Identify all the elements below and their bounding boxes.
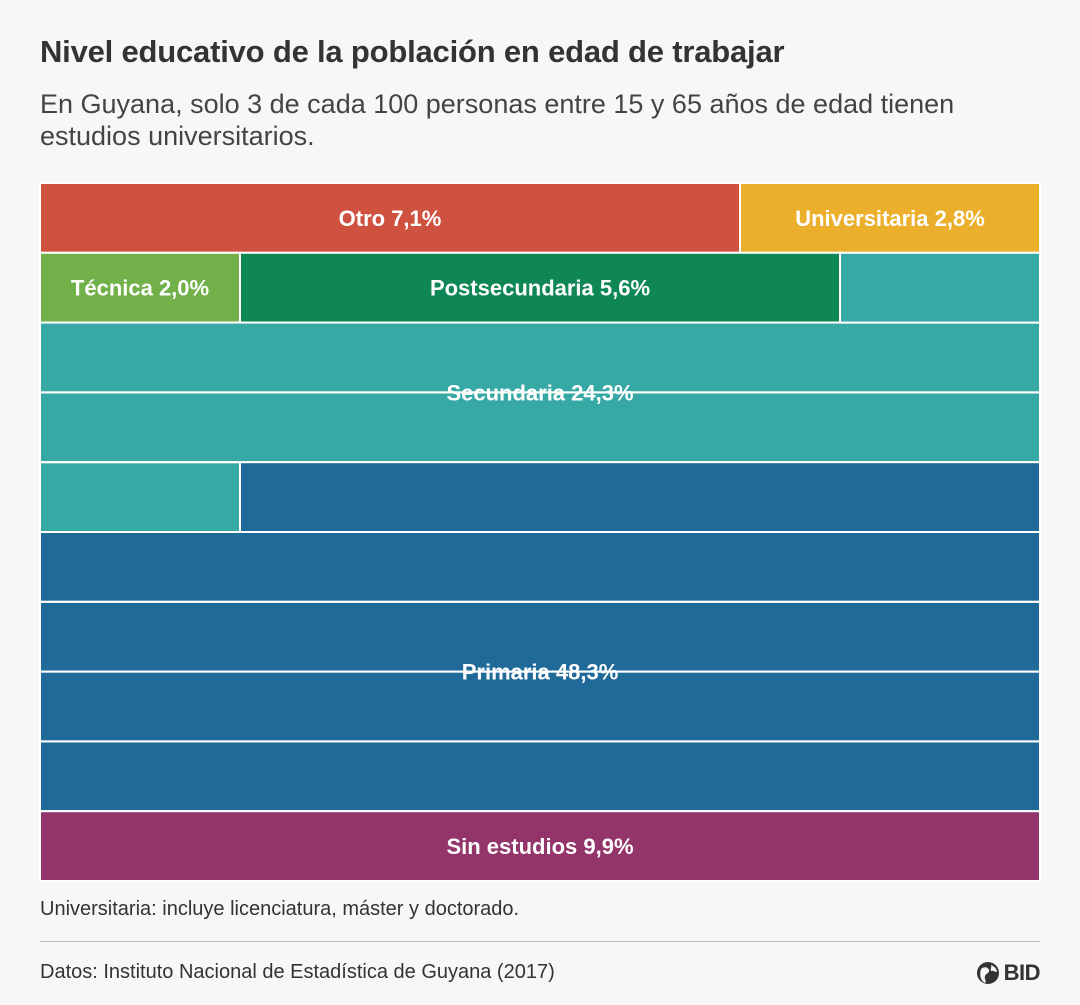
waffle-chart: Otro 7,1% Universitaria 2,8% Técnica 2,0% P… (39, 182, 1041, 883)
segment-label: Secundaria 24,3% (446, 380, 633, 405)
segment-cells (40, 532, 1040, 602)
segment-label: Primaria 48,3% (462, 660, 619, 685)
segment-label: Postsecundaria 5,6% (430, 276, 650, 301)
segment-secundaria (40, 252, 1040, 532)
segment-primaria (40, 462, 1040, 812)
globe-icon (976, 962, 999, 984)
segment-label: Otro 7,1% (339, 206, 442, 231)
segment-cells (40, 183, 740, 253)
segment-label: Sin estudios 9,9% (446, 834, 633, 859)
bid-logo: BID (975, 960, 1041, 986)
segment-sin-estudios (40, 811, 1040, 881)
segment-cells (240, 252, 840, 323)
source-text: Datos: Instituto Nacional de Estadística… (40, 961, 555, 983)
segment-t-cnica (40, 252, 240, 323)
chart-subtitle: En Guyana, solo 3 de cada 100 personas e… (40, 89, 955, 151)
segment-otro (40, 183, 740, 253)
segment-cells (40, 322, 1040, 393)
footnote: Universitaria: incluye licenciatura, más… (40, 898, 520, 920)
segment-cells (740, 183, 1040, 253)
segment-cells (840, 252, 1040, 323)
segment-cells (40, 601, 1040, 672)
segment-cells (40, 741, 1040, 812)
segment-cells (40, 462, 240, 532)
chart-title: Nivel educativo de la población en edad … (40, 34, 785, 69)
segment-label: Técnica 2,0% (71, 276, 209, 301)
segment-border (39, 810, 1041, 883)
segment-cells (40, 671, 1040, 742)
segment-label: Universitaria 2,8% (795, 206, 985, 231)
logo-text: BID (1003, 960, 1041, 985)
segment-cells (40, 811, 1040, 881)
footer-divider (40, 941, 1040, 942)
segment-cells (40, 392, 1040, 463)
segment-universitaria (740, 183, 1040, 253)
segment-cells (40, 252, 240, 323)
segment-postsecundaria (240, 252, 840, 323)
segment-cells (240, 462, 1040, 532)
